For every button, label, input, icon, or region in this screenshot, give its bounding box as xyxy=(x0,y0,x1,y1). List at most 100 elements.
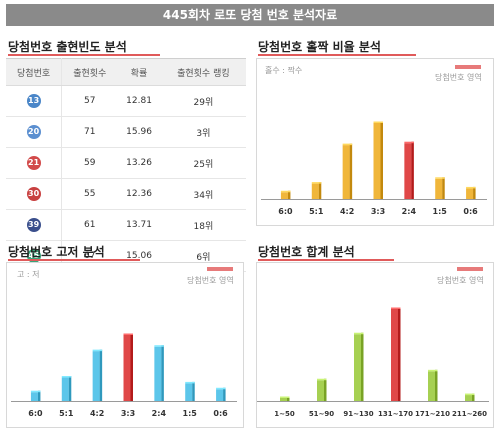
tick-label-2:4: 2:4 xyxy=(402,207,417,216)
bar-side xyxy=(37,390,41,401)
bar-front xyxy=(435,178,443,199)
oddeven-legend-label: 당첨번호 영역 xyxy=(435,73,482,82)
oddeven-title-underline xyxy=(258,54,416,56)
bar-top xyxy=(216,387,226,390)
cell-prob: 12.81 xyxy=(117,85,161,117)
tick-label-1:5: 1:5 xyxy=(433,207,448,216)
bar-side xyxy=(442,177,445,199)
cell-count: 71 xyxy=(61,116,118,148)
sum-section-title: 당첨번호 합계 분석 xyxy=(258,245,355,259)
bar-2:4 xyxy=(404,141,414,199)
bar-front xyxy=(30,392,38,401)
bar-side xyxy=(223,387,226,401)
bar-0:6 xyxy=(216,387,226,401)
bar-side xyxy=(287,190,291,199)
highlow-section-title: 당첨번호 고저 분석 xyxy=(8,245,105,259)
bar-front xyxy=(123,335,131,401)
lotto-ball: 39 xyxy=(26,218,41,232)
bar-side xyxy=(287,396,290,401)
bar-front xyxy=(311,183,319,199)
bar-front xyxy=(317,380,324,401)
bar-side xyxy=(130,333,133,401)
lotto-ball: 13 xyxy=(26,94,41,108)
tick-label-0:6: 0:6 xyxy=(213,409,228,418)
lotto-ball: 21 xyxy=(26,156,41,170)
bar-side xyxy=(161,345,164,401)
bar-front xyxy=(428,371,435,401)
highlow-legend-label: 당첨번호 영역 xyxy=(187,276,234,285)
tick-label-171~210: 171~210 xyxy=(415,410,450,418)
highlow-chart-panel: 고 : 저 당첨번호 영역 6:0 5:1 4:2 3:3 2:4 1:5 0:6 xyxy=(6,262,244,428)
bar-top xyxy=(280,396,290,398)
bar-top xyxy=(428,369,438,372)
cell-count: 59 xyxy=(61,147,118,179)
oddeven-legend-swatch xyxy=(455,65,481,69)
bar-6:0 xyxy=(30,390,41,401)
tick-label-211~260: 211~260 xyxy=(452,410,487,418)
bar-side xyxy=(192,381,195,401)
cell-rank: 18위 xyxy=(160,209,246,241)
cell-prob: 13.26 xyxy=(117,147,161,179)
bar-front xyxy=(280,398,287,401)
bar-front xyxy=(465,395,472,401)
oddeven-chart-panel: 홀수 : 짝수 당첨번호 영역 6:0 5:1 4:2 3:3 2:4 1:5 0:6 xyxy=(256,58,494,226)
cell-number: 30 xyxy=(6,178,63,210)
bar-5:1 xyxy=(311,182,322,199)
bar-211~260 xyxy=(465,393,475,401)
sum-chart-panel: 당첨번호 영역 1~50 51~90 91~130 131~170 171~210 211… xyxy=(256,262,494,428)
bar-top xyxy=(92,349,103,352)
cell-prob: 12.36 xyxy=(117,178,161,210)
tick-label-5:1: 5:1 xyxy=(59,409,74,418)
bar-2:4 xyxy=(154,345,164,401)
cell-number: 39 xyxy=(6,209,63,241)
bar-side xyxy=(472,393,475,401)
table-row: 20 71 15.96 3위 xyxy=(6,116,246,148)
column-header-rank: 출현횟수 랭킹 xyxy=(160,58,246,86)
lotto-ball: 30 xyxy=(26,187,41,201)
bar-1:5 xyxy=(435,177,445,199)
bar-4:2 xyxy=(342,143,353,199)
bar-front xyxy=(61,377,69,401)
tick-label-51~90: 51~90 xyxy=(309,410,334,418)
bar-side xyxy=(473,186,476,199)
bar-top xyxy=(123,333,133,335)
page-title-bar: 445회차 로또 당첨 번호 분석자료 xyxy=(6,4,494,26)
bar-front xyxy=(354,334,361,401)
frequency-title-underline xyxy=(8,54,160,56)
column-header-prob: 확률 xyxy=(117,58,161,86)
tick-label-91~130: 91~130 xyxy=(343,410,373,418)
bar-front xyxy=(373,123,381,199)
bar-top xyxy=(317,378,327,381)
cell-rank: 34위 xyxy=(160,178,246,210)
bar-top xyxy=(465,393,475,396)
oddeven-bar-chart: 6:0 5:1 4:2 3:3 2:4 1:5 0:6 xyxy=(261,121,487,216)
highlow-title-underline xyxy=(8,259,140,261)
bar-side xyxy=(324,378,327,401)
sum-legend-label: 당첨번호 영역 xyxy=(437,276,484,285)
bar-top xyxy=(30,390,41,393)
cell-count: 61 xyxy=(61,209,118,241)
bar-51~90 xyxy=(317,378,327,401)
bar-top xyxy=(404,141,414,144)
column-header-number: 당첨번호 xyxy=(6,58,63,86)
tick-label-4:2: 4:2 xyxy=(340,207,354,216)
bar-6:0 xyxy=(280,190,291,199)
bar-side xyxy=(435,369,438,401)
tick-label-131~170: 131~170 xyxy=(378,410,413,418)
bar-front xyxy=(466,188,474,199)
bar-side xyxy=(349,143,353,199)
frequency-section-title: 당첨번호 출현빈도 분석 xyxy=(8,40,127,54)
table-row: 21 59 13.26 25위 xyxy=(6,147,246,179)
bar-front xyxy=(185,383,193,401)
bar-3:3 xyxy=(373,121,383,199)
bar-side xyxy=(99,349,103,401)
frequency-table-header: 당첨번호 출현횟수 확률 출현횟수 랭킹 xyxy=(6,58,246,86)
cell-prob: 13.71 xyxy=(117,209,161,241)
bar-1~50 xyxy=(280,396,290,401)
bar-front xyxy=(404,143,412,199)
cell-count: 55 xyxy=(61,178,118,210)
tick-label-6:0: 6:0 xyxy=(28,409,43,418)
bar-front xyxy=(216,389,224,401)
sum-title-underline xyxy=(258,259,394,261)
tick-label-3:3: 3:3 xyxy=(371,207,385,216)
